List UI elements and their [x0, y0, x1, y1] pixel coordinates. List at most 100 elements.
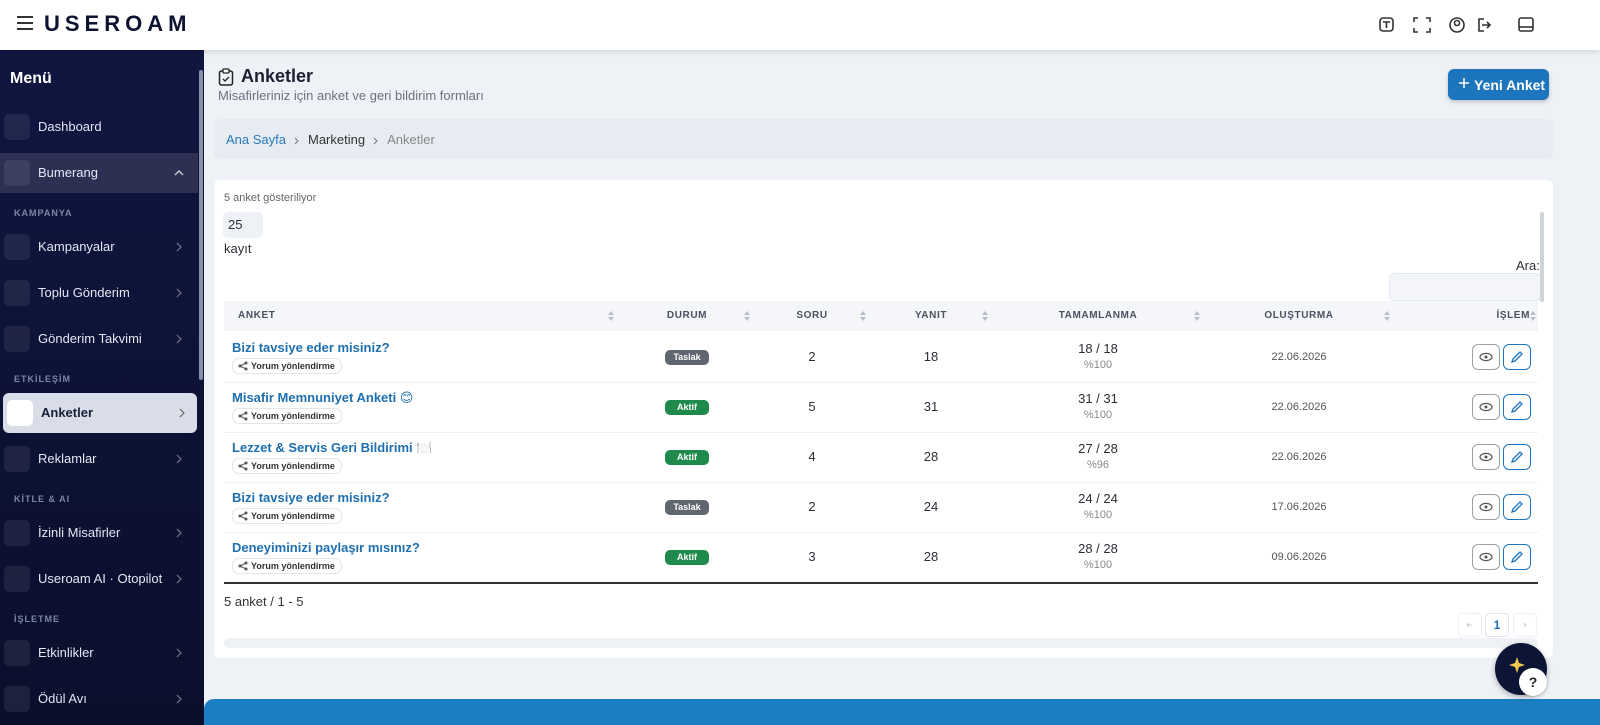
question-count: 2 — [808, 499, 816, 514]
created-date: 09.06.2026 — [1271, 551, 1327, 563]
pencil-icon — [1510, 501, 1523, 514]
edit-button[interactable] — [1503, 344, 1531, 370]
share-icon — [238, 461, 248, 475]
sort-icon — [982, 309, 988, 327]
view-button[interactable] — [1472, 344, 1500, 370]
page-length-label: kayıt — [224, 241, 252, 256]
chevron — [174, 170, 184, 176]
column-header[interactable]: İŞLEM — [1496, 310, 1530, 321]
table-row — [224, 382, 1538, 433]
menu-icon — [7, 400, 33, 426]
table-card: 5 anket gösteriliyor 25 kayıt Ara: ANKET DURU… — [214, 180, 1553, 658]
sparkle-icon — [1509, 657, 1525, 673]
table-row — [224, 332, 1538, 383]
menu-item[interactable]: Toplu Gönderim — [0, 273, 198, 313]
status-badge: Aktif — [665, 400, 709, 415]
menu-icon — [4, 280, 30, 306]
menu-label: Useroam AI · Otopilot — [38, 571, 163, 586]
column-header[interactable]: DURUM — [666, 310, 708, 321]
menu-toggle[interactable] — [16, 15, 34, 31]
plus-icon — [1458, 75, 1470, 93]
tag: Yorum yönlendirme — [232, 558, 342, 574]
survey-title[interactable]: Bizi tavsiye eder misiniz? — [232, 490, 390, 505]
completion-percent: %100 — [1083, 409, 1113, 421]
table-info: 5 anket gösteriliyor — [224, 192, 317, 204]
view-button[interactable] — [1472, 494, 1500, 520]
breadcrumb-item[interactable]: Ana Sayfa — [226, 132, 286, 147]
column-header[interactable]: YANIT — [914, 310, 948, 321]
edit-button[interactable] — [1503, 394, 1531, 420]
menu-item[interactable]: Gönderim Takvimi — [0, 319, 198, 359]
table-row — [224, 532, 1538, 584]
edit-button[interactable] — [1503, 544, 1531, 570]
answer-count: 28 — [923, 549, 939, 564]
survey-title[interactable]: Misafir Memnuniyet Anketi 😊 — [232, 390, 414, 405]
menu-label: Dashboard — [38, 119, 102, 134]
menu-item[interactable]: Kampanyalar — [0, 227, 198, 267]
column-header[interactable]: TAMAMLANMA — [1058, 310, 1138, 321]
menu-icon — [4, 446, 30, 472]
column-header[interactable]: ANKET — [238, 310, 276, 321]
created-date: 17.06.2026 — [1271, 501, 1327, 513]
edit-button[interactable] — [1503, 494, 1531, 520]
menu-item[interactable]: Reklamlar — [0, 439, 198, 479]
view-button[interactable] — [1472, 394, 1500, 420]
menu-label: Toplu Gönderim — [38, 285, 130, 300]
search-input[interactable] — [1389, 273, 1541, 301]
search-label: Ara: — [1516, 258, 1540, 273]
answer-count: 24 — [923, 499, 939, 514]
sort-icon — [860, 309, 866, 327]
question-count: 2 — [808, 349, 816, 364]
view-button[interactable] — [1472, 444, 1500, 470]
breadcrumb-item[interactable]: Marketing — [308, 132, 366, 147]
survey-title[interactable]: Deneyiminizi paylaşır mısınız? — [232, 540, 420, 555]
table-header — [224, 301, 1538, 331]
breadcrumb-item: Anketler — [387, 132, 435, 147]
menu-label: Gönderim Takvimi — [38, 331, 142, 346]
column-header[interactable]: OLUŞTURMA — [1264, 310, 1334, 321]
completion-percent: %96 — [1086, 459, 1110, 471]
sidebar: Menü Dashboard Bumerang KAMPANYA Kampanyalar… — [0, 50, 204, 725]
page-title: Anketler — [241, 66, 314, 86]
help-button[interactable]: ? — [1519, 668, 1547, 696]
new-button[interactable]: Yeni Anket — [1448, 69, 1549, 100]
tag-label: Yorum yönlendirme — [251, 411, 335, 421]
menu-item[interactable]: Ödül Avı — [0, 679, 198, 719]
horizontal-scrollbar — [224, 638, 1538, 648]
edit-button[interactable] — [1503, 444, 1531, 470]
menu-label: Ödül Avı — [38, 691, 87, 706]
completion-percent: %100 — [1083, 509, 1113, 521]
eye-icon — [1479, 552, 1493, 562]
share-icon — [238, 561, 248, 575]
survey-title[interactable]: Lezzet & Servis Geri Bildirimi 🍽️ — [232, 440, 433, 455]
answer-count: 31 — [923, 399, 939, 414]
created-date: 22.06.2026 — [1271, 351, 1327, 363]
next-page[interactable] — [1513, 613, 1537, 637]
logo[interactable]: USEROAM — [44, 11, 192, 36]
menu-item[interactable]: İzinli Misafirler — [0, 513, 198, 553]
menu-item[interactable]: Useroam AI · Otopilot — [0, 559, 198, 599]
prev-page[interactable] — [1458, 613, 1482, 637]
view-button[interactable] — [1472, 544, 1500, 570]
question-count: 5 — [808, 399, 816, 414]
menu-label: Kampanyalar — [38, 239, 115, 254]
survey-title[interactable]: Bizi tavsiye eder misiniz? — [232, 340, 390, 355]
menu-item[interactable]: Anketler — [3, 393, 197, 433]
page-length-select[interactable]: 25 — [223, 212, 263, 238]
page-subtitle: Misafirleriniz için anket ve geri bildir… — [218, 88, 484, 103]
column-header[interactable]: SORU — [796, 310, 828, 321]
menu-item[interactable]: Bumerang — [0, 153, 198, 193]
page-icon — [218, 68, 234, 86]
toolbar-icons[interactable] — [1378, 16, 1558, 34]
top-bar: USEROAM — [0, 0, 1600, 50]
menu-label: Bumerang — [38, 165, 98, 180]
tag: Yorum yönlendirme — [232, 408, 342, 424]
page-number[interactable]: 1 — [1485, 613, 1509, 637]
chevron — [176, 334, 182, 344]
pencil-icon — [1510, 451, 1523, 464]
table-row — [224, 432, 1538, 483]
tag-label: Yorum yönlendirme — [251, 461, 335, 471]
tag-label: Yorum yönlendirme — [251, 361, 335, 371]
menu-item[interactable]: Dashboard — [0, 107, 198, 147]
menu-item[interactable]: Etkinlikler — [0, 633, 198, 673]
